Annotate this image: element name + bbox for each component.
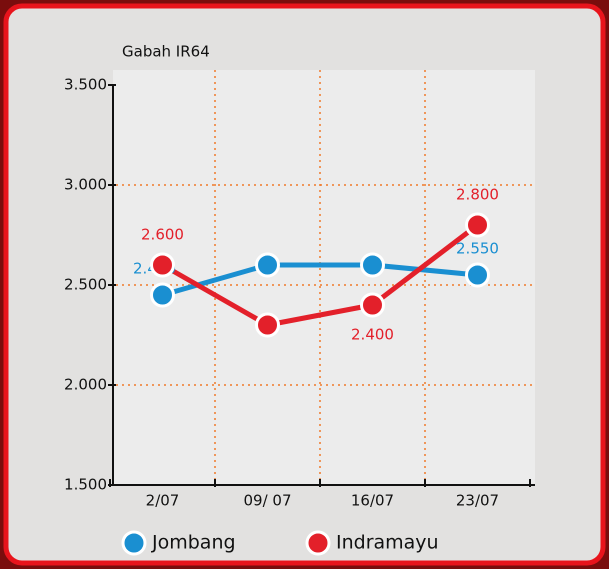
legend-marker bbox=[305, 530, 331, 556]
y-tick-label: 1.500 bbox=[64, 476, 107, 494]
y-tick-label: 3.000 bbox=[64, 176, 107, 194]
y-tick-label: 2.500 bbox=[64, 276, 107, 294]
data-point bbox=[360, 292, 385, 318]
y-tick-label: 2.000 bbox=[64, 376, 107, 394]
series-line bbox=[161, 223, 480, 328]
data-point bbox=[360, 252, 385, 278]
data-label: 2.400 bbox=[351, 326, 394, 344]
legend-label: Indramayu bbox=[336, 532, 439, 554]
data-label: 2.550 bbox=[456, 240, 499, 258]
data-label: 2.600 bbox=[141, 226, 184, 244]
x-tick-label: 09/ 07 bbox=[244, 492, 292, 510]
x-tick-label: 23/07 bbox=[456, 492, 499, 510]
data-point bbox=[255, 252, 280, 278]
data-point bbox=[150, 282, 175, 308]
data-point bbox=[255, 312, 280, 338]
x-tick-label: 16/07 bbox=[351, 492, 394, 510]
x-tick-label: 2/07 bbox=[146, 492, 180, 510]
legend-marker bbox=[121, 530, 147, 556]
data-point bbox=[465, 212, 490, 238]
data-label: 2.800 bbox=[456, 186, 499, 204]
series-line bbox=[161, 262, 478, 298]
legend-label: Jombang bbox=[151, 532, 236, 554]
data-point bbox=[465, 262, 490, 288]
data-point bbox=[150, 252, 175, 278]
y-tick-label: 3.500 bbox=[64, 76, 107, 94]
chart-title: Gabah IR64 bbox=[122, 43, 210, 61]
